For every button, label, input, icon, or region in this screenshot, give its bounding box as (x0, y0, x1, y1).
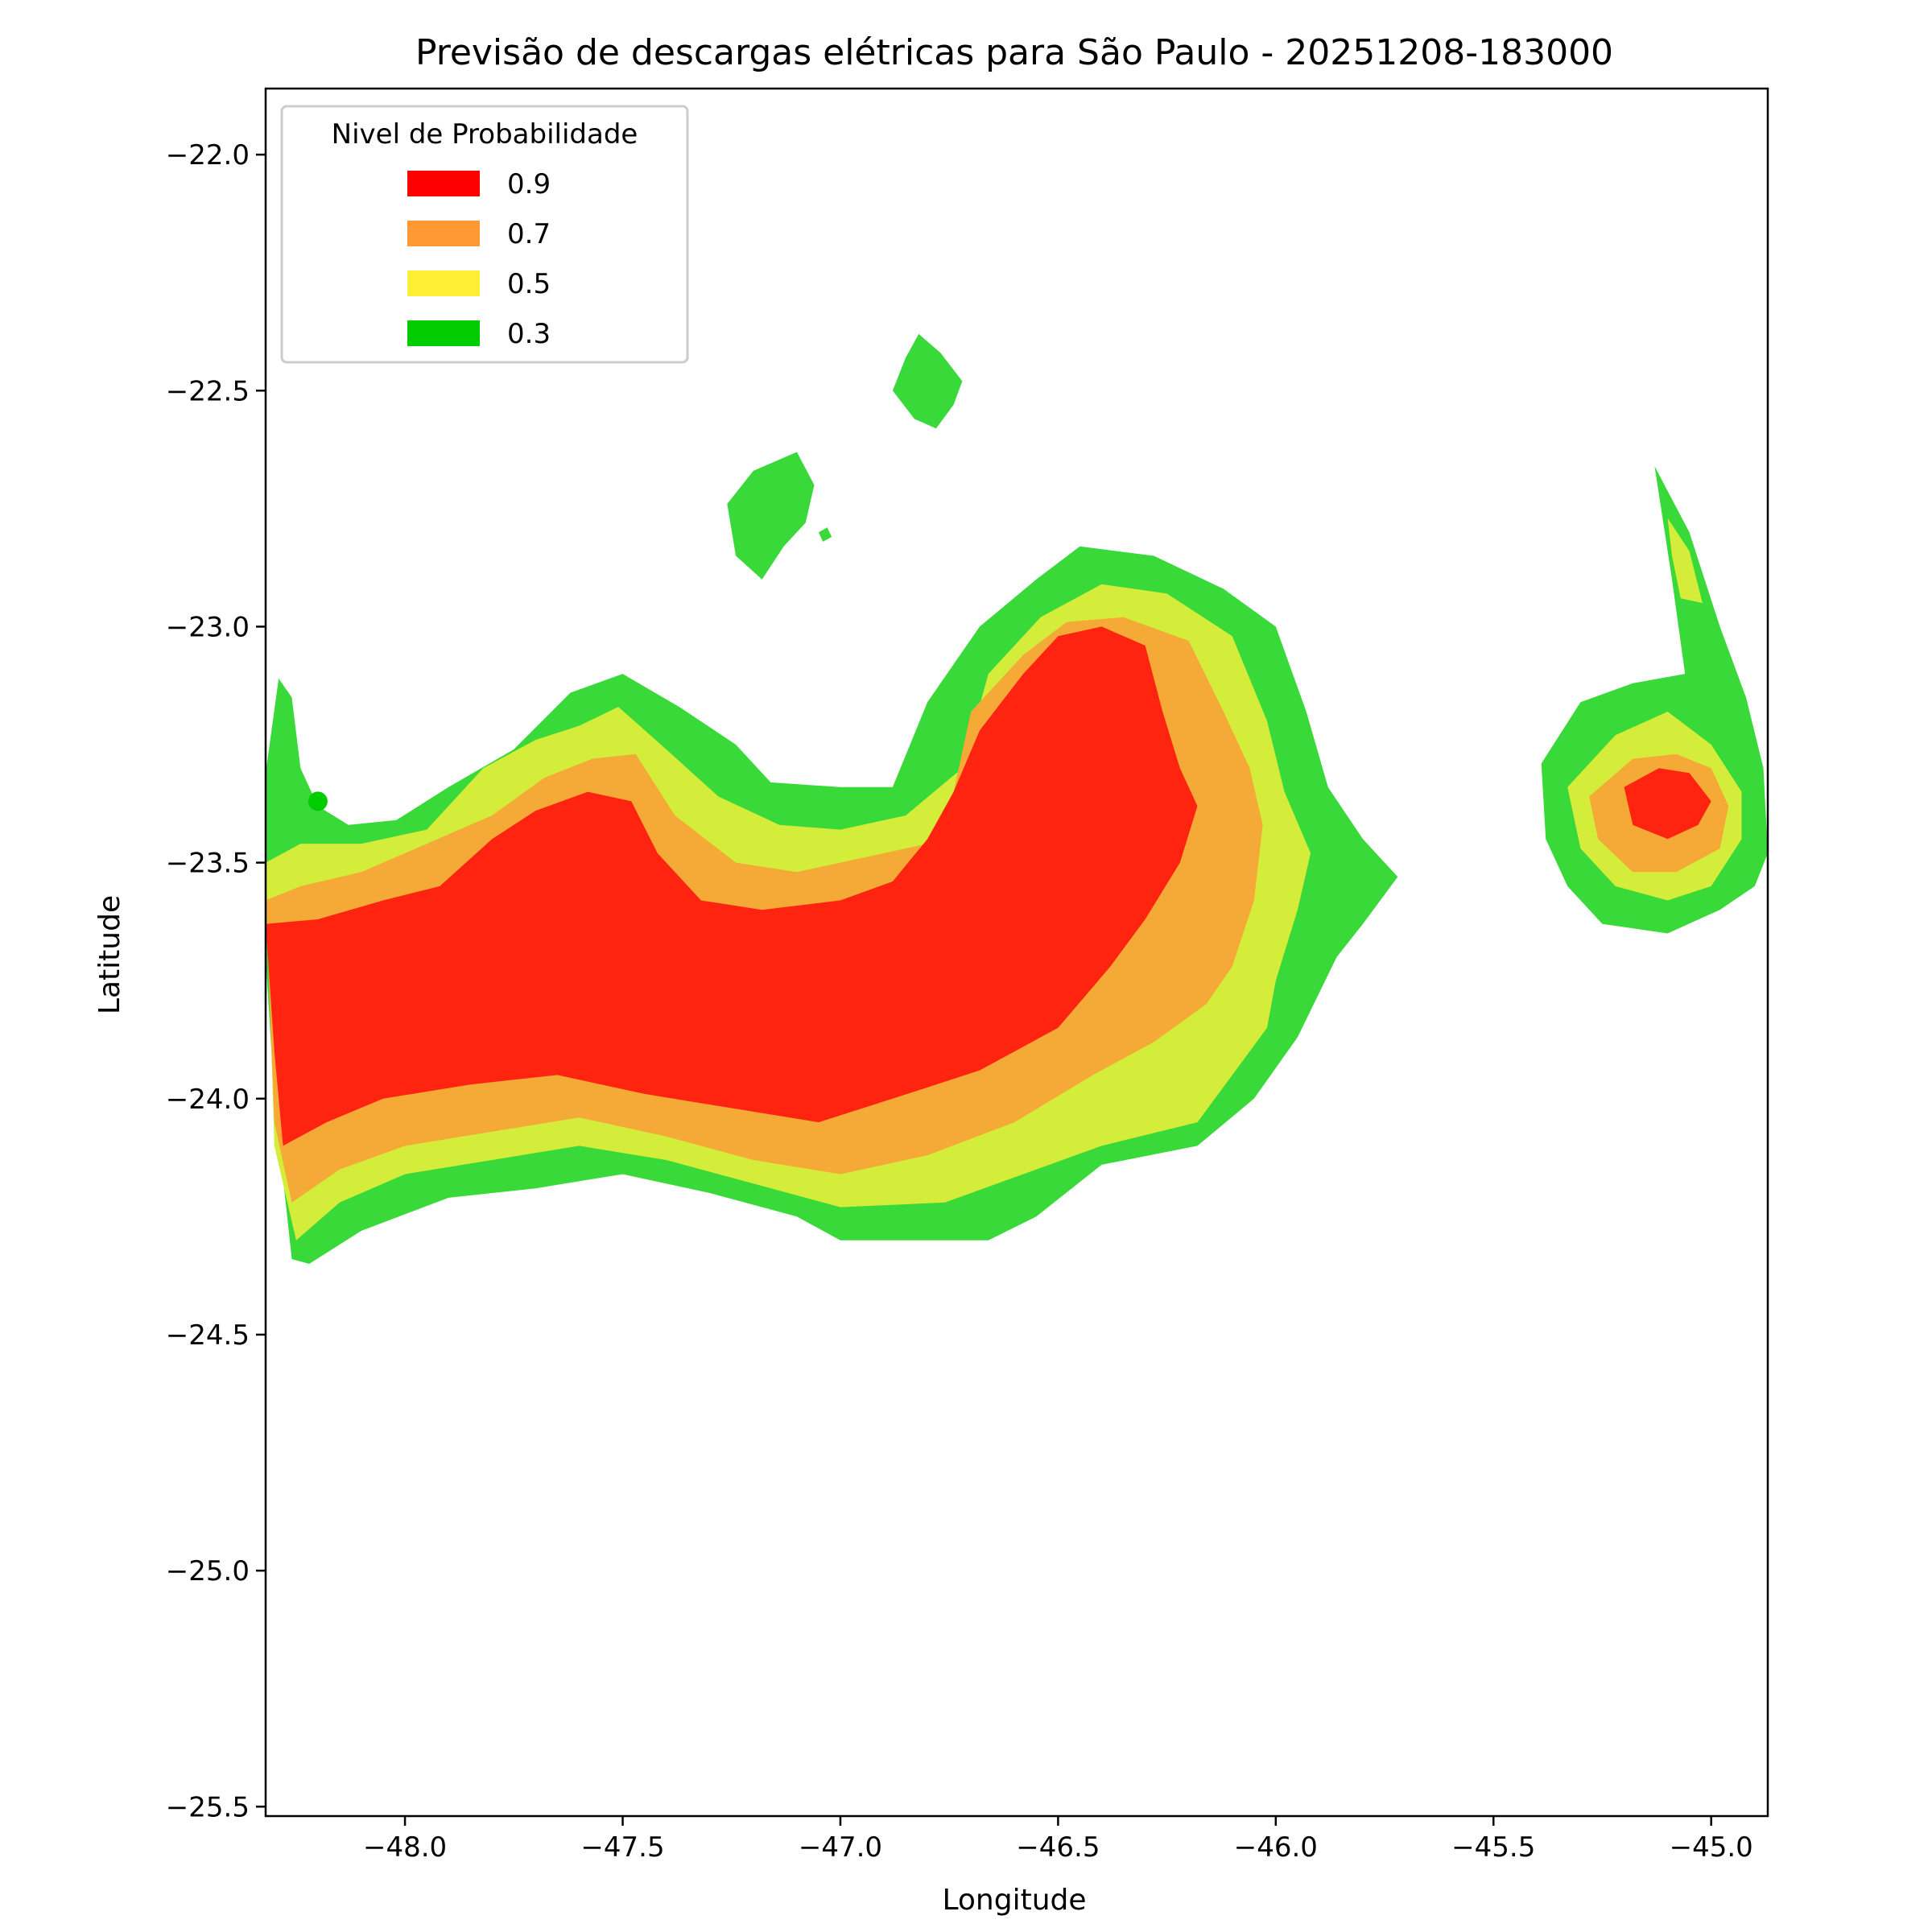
data-point-0 (308, 791, 328, 811)
x-tick-label-5: −45.5 (1451, 1831, 1535, 1864)
legend-label-0: 0.9 (507, 168, 551, 200)
contour-region-05-2 (1667, 518, 1703, 604)
contour-region-03-4 (818, 527, 832, 542)
legend-label-2: 0.5 (507, 268, 551, 300)
contour-region-09-0 (266, 626, 1198, 1146)
y-tick-label-0: −22.0 (166, 139, 250, 171)
y-tick-label-4: −24.0 (166, 1084, 250, 1116)
y-tick-label-2: −23.0 (166, 611, 250, 643)
y-axis-label: Latitude (93, 895, 126, 1014)
legend-label-3: 0.3 (507, 318, 551, 350)
plot-area (266, 333, 1768, 1264)
legend-entries: 0.9 0.7 0.5 0.3 (407, 168, 551, 350)
x-axis-label: Longitude (942, 1884, 1086, 1917)
chart-title: Previsão de descargas elétricas para São… (415, 32, 1613, 73)
y-tick-label-5: −24.5 (166, 1319, 250, 1352)
axes: −48.0 −47.5 −47.0 −46.5 −46.0 −45.5 −45.0 −22.0… (166, 87, 1769, 1864)
x-tick-label-3: −46.5 (1016, 1831, 1100, 1864)
legend-swatch-3 (407, 320, 480, 346)
legend: Nivel de Probabilidade 0.9 0.7 0.5 0.3 (280, 105, 689, 364)
legend-title: Nivel de Probabilidade (332, 118, 638, 151)
y-tick-label-6: −25.0 (166, 1555, 250, 1587)
contour-region-03-2 (892, 333, 963, 429)
legend-swatch-2 (407, 270, 480, 296)
legend-box (280, 105, 689, 364)
x-tick-label-1: −47.5 (580, 1831, 664, 1864)
y-tick-label-3: −23.5 (166, 848, 250, 880)
contour-region-03-3 (727, 452, 815, 580)
legend-label-1: 0.7 (507, 218, 551, 250)
x-tick-label-6: −45.0 (1670, 1831, 1753, 1864)
axes-frame (264, 87, 1769, 1818)
x-tick-label-2: −47.0 (799, 1831, 882, 1864)
x-tick-label-0: −48.0 (363, 1831, 447, 1864)
y-tick-label-1: −22.5 (166, 375, 250, 407)
contour-region-09-1 (1624, 768, 1711, 840)
y-tick-label-7: −25.5 (166, 1791, 250, 1823)
x-tick-label-4: −46.0 (1234, 1831, 1318, 1864)
legend-swatch-1 (407, 221, 480, 246)
legend-swatch-0 (407, 171, 480, 196)
